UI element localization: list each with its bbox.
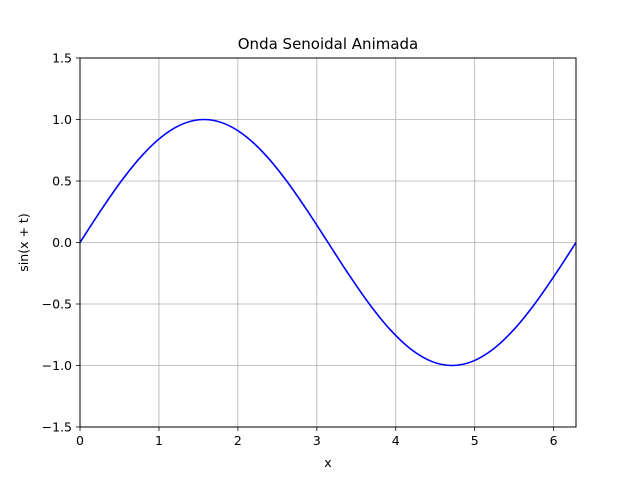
x-tick-label: 3 — [313, 433, 321, 448]
x-tick-label: 6 — [550, 433, 558, 448]
y-tick-label: −1.0 — [42, 358, 72, 373]
x-tick-label: 1 — [155, 433, 163, 448]
x-tick-label: 2 — [234, 433, 242, 448]
y-tick-label: 0.5 — [52, 174, 72, 189]
sine-wave-line — [79, 118, 577, 367]
x-axis-label: x — [324, 455, 331, 470]
chart-title: Onda Senoidal Animada — [238, 35, 419, 53]
y-tick-label: 1.5 — [52, 51, 72, 66]
x-tick-label: 5 — [471, 433, 479, 448]
y-axis-label: sin(x + t) — [16, 213, 31, 271]
y-tick-label: 1.0 — [52, 112, 72, 127]
y-tick-label: −0.5 — [42, 297, 72, 312]
series-layer — [79, 118, 577, 367]
ticks: 0 1 2 3 4 5 6 −1.5 −1.0 −0.5 0.0 0.5 1.0 1.5 — [42, 51, 558, 449]
y-tick-label: 0.0 — [52, 235, 72, 250]
y-tick-label: −1.5 — [42, 420, 72, 435]
x-tick-label: 4 — [392, 433, 400, 448]
x-tick-label: 0 — [76, 433, 84, 448]
